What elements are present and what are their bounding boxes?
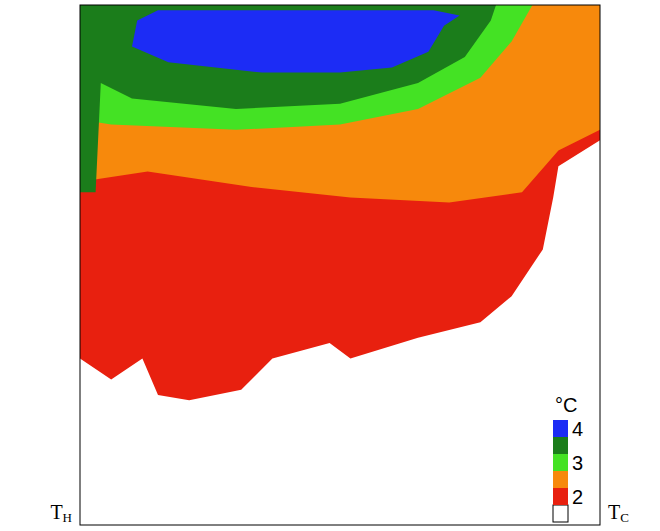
wall-label-main: T [608, 501, 620, 523]
colorbar-segment [553, 437, 568, 454]
temperature-region [80, 5, 600, 203]
colorbar-tick-label: 4 [572, 418, 583, 440]
colorbar-segment [553, 471, 568, 488]
colorbar-segment [553, 505, 568, 522]
colorbar-title: °C [555, 394, 577, 416]
wall-label: TC [608, 501, 629, 525]
plot-frame [80, 5, 600, 525]
wall-label-sub: C [620, 510, 629, 525]
colorbar-segment [553, 420, 568, 437]
plot-background [80, 5, 600, 525]
colorbar-segment [553, 454, 568, 471]
colorbar-tick-label: 3 [572, 452, 583, 474]
wall-label-sub: H [63, 510, 72, 525]
temperature-region [80, 5, 600, 400]
colorbar-tick-label: 2 [572, 486, 583, 508]
chart: 234°CTHTC [0, 0, 660, 531]
field [80, 5, 600, 400]
wall-label-main: T [50, 501, 62, 523]
temperature-region [132, 10, 460, 72]
wall-label: TH [50, 501, 72, 525]
temperature-region [80, 5, 496, 192]
colorbar-segment [553, 488, 568, 505]
